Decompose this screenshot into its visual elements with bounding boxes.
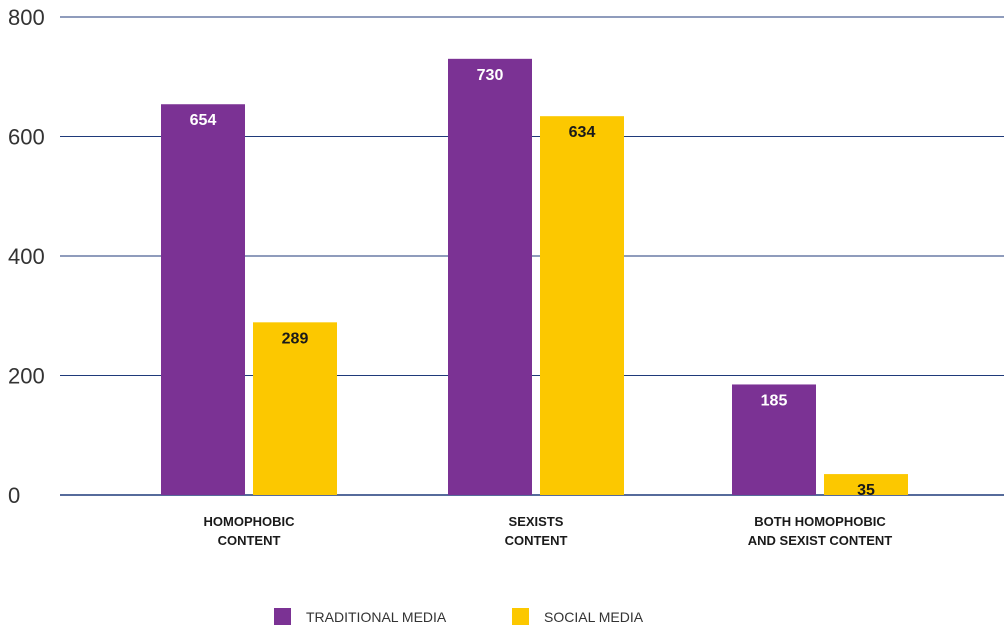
legend-swatch	[274, 608, 291, 625]
bar	[253, 322, 337, 495]
bar	[732, 384, 816, 495]
category-label: SEXISTS CONTENT	[505, 514, 568, 548]
bar	[824, 474, 908, 495]
data-label: 730	[477, 67, 504, 84]
data-label: 654	[190, 112, 217, 129]
y-tick-label: 0	[8, 483, 20, 508]
legend: TRADITIONAL MEDIA SOCIAL MEDIA	[274, 608, 644, 625]
legend-label: SOCIAL MEDIA	[544, 609, 644, 625]
data-label: 634	[569, 124, 596, 141]
bar	[540, 116, 624, 495]
legend-label: TRADITIONAL MEDIA	[306, 609, 447, 625]
y-tick-label: 800	[8, 5, 45, 30]
y-tick-label: 400	[8, 244, 45, 269]
y-tick-label: 200	[8, 364, 45, 389]
bars	[161, 58, 908, 496]
category-labels: HOMOPHOBIC CONTENT SEXISTS CONTENT BOTH HOMO…	[204, 514, 893, 548]
data-label: 185	[761, 392, 788, 409]
data-label: 289	[282, 330, 309, 347]
legend-swatch	[512, 608, 529, 625]
category-label: BOTH HOMOPHOBIC AND SEXIST CONTENT	[748, 514, 893, 548]
y-tick-label: 600	[8, 125, 45, 150]
data-label: 35	[857, 482, 875, 499]
bar	[161, 104, 245, 496]
category-label: HOMOPHOBIC CONTENT	[204, 514, 296, 548]
value-labels: 654 289 730 634 185 35	[190, 67, 875, 499]
bar	[448, 58, 532, 495]
